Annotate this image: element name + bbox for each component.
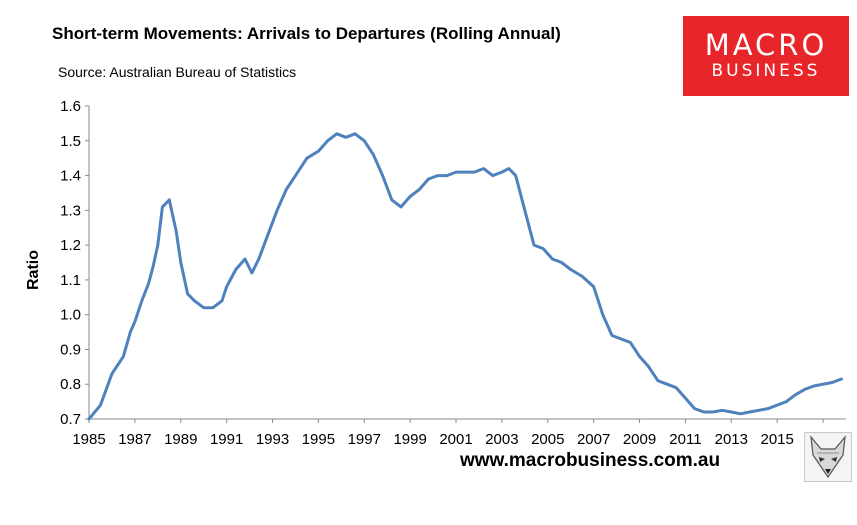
- x-tick-label: 2015: [760, 431, 793, 448]
- y-axis-ticks: 0.7 0.8 0.9 1.0 1.1 1.2 1.3 1.4 1.5 1.6: [60, 98, 89, 428]
- x-tick-label: 1985: [72, 431, 105, 448]
- x-tick-label: 2005: [531, 431, 564, 448]
- fox-mascot-icon: [804, 432, 852, 482]
- x-axis-ticks: 1985 1987 1989 1991 1993 1995 1997 1999 2001 2003…: [72, 419, 840, 448]
- x-tick-label: 1999: [393, 431, 426, 448]
- x-tick-label: 1987: [118, 431, 151, 448]
- x-tick-label: 1997: [348, 431, 381, 448]
- x-tick-label: 2009: [623, 431, 656, 448]
- y-tick-label: 1.0: [60, 307, 81, 324]
- y-tick-label: 1.5: [60, 133, 81, 150]
- macrobusiness-logo: MACRO BUSINESS: [683, 16, 849, 96]
- logo-line-1: MACRO: [704, 28, 828, 62]
- chart-source: Source: Australian Bureau of Statistics: [58, 64, 297, 80]
- x-tick-label: 2003: [485, 431, 518, 448]
- x-tick-label: 2007: [577, 431, 610, 448]
- website-url: www.macrobusiness.com.au: [460, 450, 721, 471]
- x-tick-label: 1989: [164, 431, 197, 448]
- y-tick-label: 0.9: [60, 341, 81, 358]
- x-tick-label: 1993: [256, 431, 289, 448]
- series-line-arrivals-to-departures: [87, 132, 843, 421]
- y-tick-label: 1.4: [60, 168, 81, 185]
- y-tick-label: 1.3: [60, 202, 81, 219]
- y-tick-label: 0.8: [60, 376, 81, 393]
- chart-title: Short-term Movements: Arrivals to Depart…: [52, 24, 561, 43]
- x-tick-label: 2001: [439, 431, 472, 448]
- x-tick-label: 2011: [669, 431, 701, 448]
- x-tick-label: 2013: [715, 431, 748, 448]
- y-tick-label: 1.1: [60, 272, 81, 289]
- x-tick-label: 1995: [302, 431, 335, 448]
- y-tick-label: 0.7: [60, 411, 81, 428]
- logo-line-2: BUSINESS: [711, 61, 821, 81]
- y-tick-label: 1.2: [60, 237, 81, 254]
- x-tick-label: 1991: [210, 431, 243, 448]
- y-tick-label: 1.6: [60, 98, 81, 115]
